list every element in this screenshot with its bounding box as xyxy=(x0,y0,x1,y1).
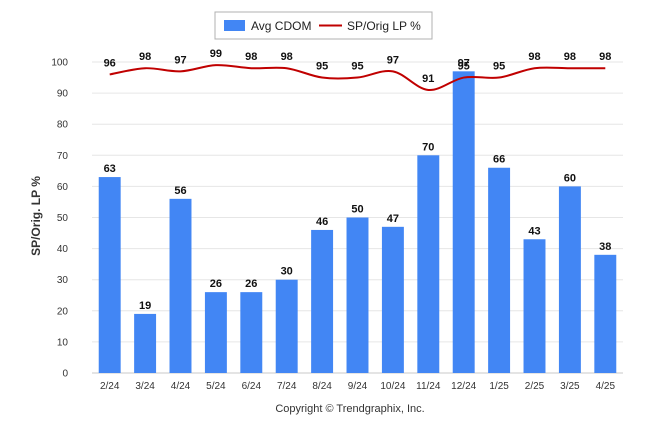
bar xyxy=(98,177,121,373)
line-data-label: 98 xyxy=(599,51,611,63)
y-tick-label: 40 xyxy=(57,244,69,255)
y-tick-label: 0 xyxy=(62,369,68,380)
line-data-label: 95 xyxy=(351,61,363,73)
line-data-label: 98 xyxy=(245,51,257,63)
line-data-label: 91 xyxy=(422,73,434,85)
bar-data-label: 63 xyxy=(104,163,116,175)
legend: Avg CDOM SP/Orig LP % xyxy=(214,11,433,40)
line-data-label: 98 xyxy=(564,51,576,63)
bar xyxy=(311,229,334,373)
x-tick-label: 12/24 xyxy=(451,381,476,392)
line-data-label: 95 xyxy=(493,61,505,73)
bar-data-label: 38 xyxy=(599,241,611,253)
line-data-label: 97 xyxy=(387,54,399,66)
y-tick-label: 70 xyxy=(57,151,69,162)
bar xyxy=(417,155,440,373)
x-tick-label: 8/24 xyxy=(312,381,332,392)
x-tick-label: 9/24 xyxy=(348,381,368,392)
bar-data-label: 66 xyxy=(493,154,505,166)
copyright-footer: Copyright © Trendgraphix, Inc. xyxy=(275,403,424,415)
bar xyxy=(558,186,581,373)
y-tick-label: 90 xyxy=(57,89,69,100)
bar-data-label: 50 xyxy=(351,204,363,216)
y-tick-label: 30 xyxy=(57,275,69,286)
bar-data-label: 30 xyxy=(281,266,293,278)
bar-data-label: 56 xyxy=(174,185,186,197)
x-tick-label: 4/24 xyxy=(171,381,191,392)
legend-label-sp-orig: SP/Orig LP % xyxy=(347,19,421,33)
bar xyxy=(346,217,369,373)
bar xyxy=(134,313,157,373)
y-tick-label: 20 xyxy=(57,306,69,317)
bar-data-label: 46 xyxy=(316,216,328,228)
x-tick-label: 2/24 xyxy=(100,381,120,392)
line-data-label: 95 xyxy=(458,61,470,73)
y-tick-label: 10 xyxy=(57,337,69,348)
bar xyxy=(381,226,404,373)
y-tick-label: 50 xyxy=(57,213,69,224)
x-tick-label: 6/24 xyxy=(242,381,262,392)
x-tick-label: 7/24 xyxy=(277,381,297,392)
line-data-label: 95 xyxy=(316,61,328,73)
x-tick-label: 1/25 xyxy=(489,381,509,392)
bar-data-label: 26 xyxy=(245,278,257,290)
bar xyxy=(488,167,511,373)
bar xyxy=(594,254,617,373)
bar-data-label: 26 xyxy=(210,278,222,290)
line-data-label: 99 xyxy=(210,48,222,60)
x-tick-label: 4/25 xyxy=(596,381,616,392)
bar-data-label: 43 xyxy=(528,225,540,237)
line-data-label: 98 xyxy=(139,51,151,63)
series-line-sp-orig xyxy=(109,64,606,91)
bar-data-label: 47 xyxy=(387,213,399,225)
bar xyxy=(452,71,475,373)
x-tick-label: 10/24 xyxy=(380,381,405,392)
legend-swatch-avg-cdom xyxy=(224,20,245,31)
y-axis-label: SP/Orig. LP % xyxy=(29,176,43,256)
bar xyxy=(275,279,298,373)
bar xyxy=(169,198,192,373)
line-data-label: 97 xyxy=(174,54,186,66)
y-tick-label: 100 xyxy=(51,58,68,69)
x-tick-label: 11/24 xyxy=(416,381,441,392)
y-tick-label: 80 xyxy=(57,120,69,131)
x-tick-label: 3/25 xyxy=(560,381,580,392)
bar-data-label: 97 xyxy=(458,57,470,69)
bar-data-label: 19 xyxy=(139,300,151,312)
line-data-label: 98 xyxy=(281,51,293,63)
bar-data-label: 60 xyxy=(564,172,576,184)
legend-label-avg-cdom: Avg CDOM xyxy=(251,19,311,33)
bar-data-label: 70 xyxy=(422,141,434,153)
x-tick-label: 2/25 xyxy=(525,381,545,392)
bar xyxy=(523,239,546,373)
line-data-label: 96 xyxy=(104,57,116,69)
x-tick-label: 5/24 xyxy=(206,381,226,392)
y-tick-label: 60 xyxy=(57,182,69,193)
bar xyxy=(204,292,227,373)
line-data-label: 98 xyxy=(528,51,540,63)
bar xyxy=(240,292,263,373)
x-tick-label: 3/24 xyxy=(135,381,155,392)
